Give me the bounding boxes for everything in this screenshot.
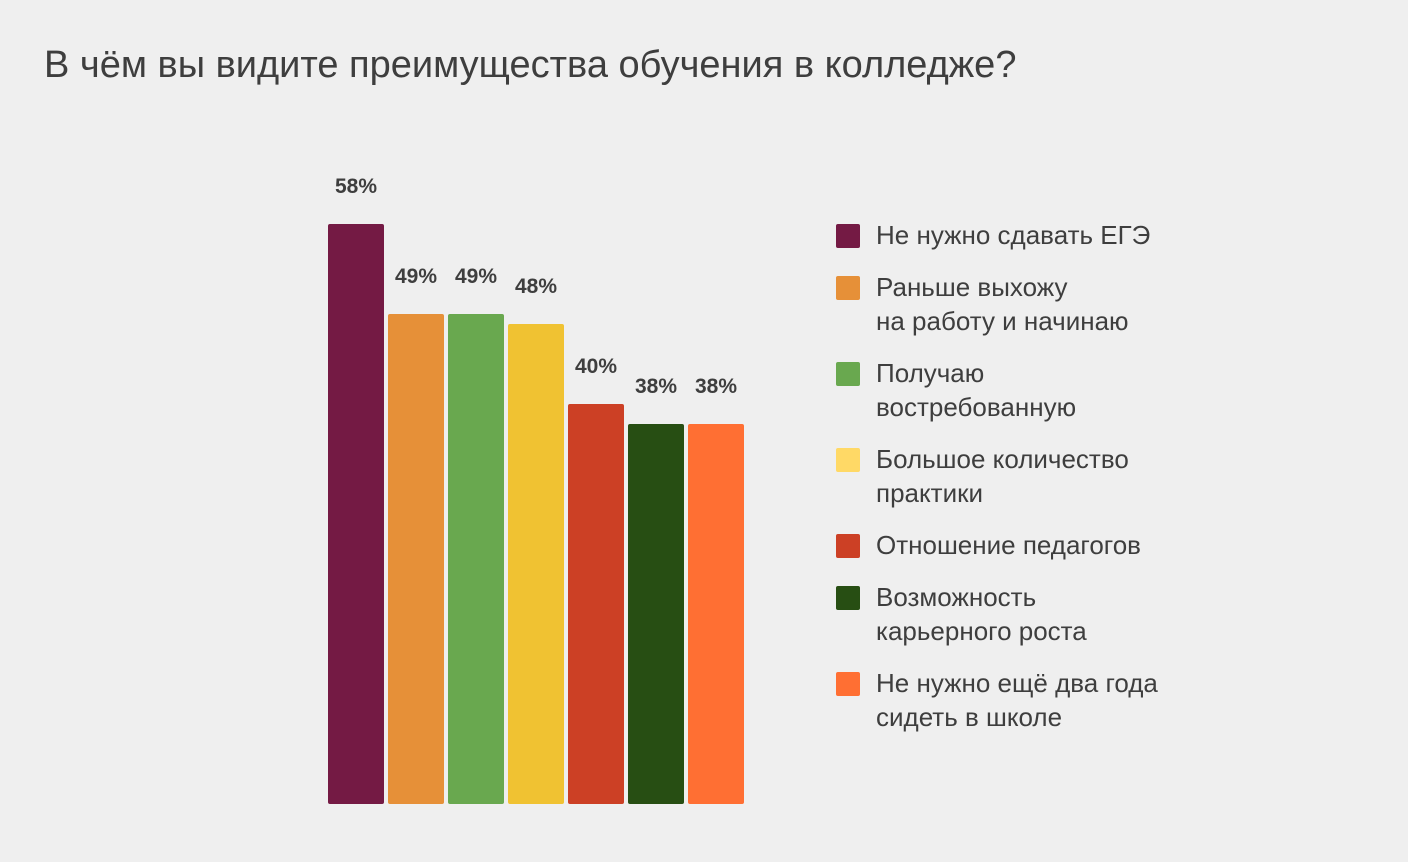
bar-5 (568, 404, 624, 804)
legend-swatch (836, 362, 860, 386)
bar-value-label-4: 48% (515, 275, 557, 298)
bar-value-label-5: 40% (575, 355, 617, 378)
legend-label: Возможность карьерного роста (876, 582, 1087, 646)
legend-swatch (836, 534, 860, 558)
legend-item-7: Не нужно ещё два года сидеть в школе (836, 666, 1216, 734)
bar-7 (688, 424, 744, 804)
bar-3 (448, 314, 504, 804)
bar-2 (388, 314, 444, 804)
bar-4 (508, 324, 564, 804)
chart-title: В чём вы видите преимущества обучения в … (44, 44, 1017, 86)
legend-item-3: Получаю востребованную (836, 356, 1216, 424)
legend-swatch (836, 672, 860, 696)
legend-label: Не нужно ещё два года сидеть в школе (876, 668, 1158, 732)
legend-label: Не нужно сдавать ЕГЭ (876, 220, 1151, 250)
legend-swatch (836, 276, 860, 300)
legend-swatch (836, 224, 860, 248)
legend-item-1: Не нужно сдавать ЕГЭ (836, 218, 1216, 252)
bar-value-label-2: 49% (395, 265, 437, 288)
legend-label: Большое количество практики (876, 444, 1129, 508)
legend-label: Получаю востребованную (876, 358, 1077, 422)
bar-6 (628, 424, 684, 804)
legend-item-5: Отношение педагогов (836, 528, 1216, 562)
legend-swatch (836, 448, 860, 472)
bar-value-label-3: 49% (455, 265, 497, 288)
legend-label: Раньше выхожу на работу и начинаю (876, 272, 1129, 336)
legend-item-4: Большое количество практики (836, 442, 1216, 510)
legend-swatch (836, 586, 860, 610)
legend-item-2: Раньше выхожу на работу и начинаю (836, 270, 1216, 338)
bar-1 (328, 224, 384, 804)
bar-value-label-1: 58% (335, 175, 377, 198)
legend-item-6: Возможность карьерного роста (836, 580, 1216, 648)
legend-label: Отношение педагогов (876, 530, 1141, 560)
bar-value-label-6: 38% (635, 375, 677, 398)
bar-value-label-7: 38% (695, 375, 737, 398)
chart-legend: Не нужно сдавать ЕГЭ Раньше выхожу на раб… (836, 218, 1216, 752)
